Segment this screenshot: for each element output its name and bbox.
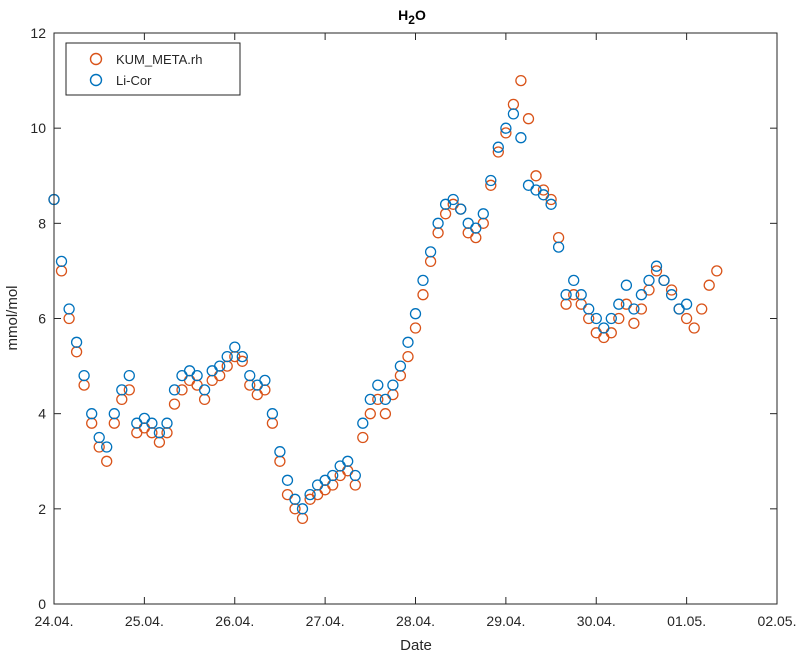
x-tick-label: 27.04. xyxy=(306,613,345,629)
x-tick-label: 26.04. xyxy=(215,613,254,629)
y-tick-label: 12 xyxy=(30,25,46,41)
legend: KUM_META.rh Li-Cor xyxy=(66,43,240,95)
y-tick-label: 0 xyxy=(38,596,46,612)
y-tick-label: 10 xyxy=(30,120,46,136)
chart-title: H2O xyxy=(398,7,426,27)
x-tick-label: 01.05. xyxy=(667,613,706,629)
x-axis-label: Date xyxy=(400,637,432,654)
y-tick-label: 2 xyxy=(38,501,46,517)
x-tick-label: 28.04. xyxy=(396,613,435,629)
y-tick-label: 8 xyxy=(38,215,46,231)
legend-label-series-1: KUM_META.rh xyxy=(116,52,202,67)
x-tick-label: 29.04. xyxy=(486,613,525,629)
y-tick-label: 6 xyxy=(38,311,46,327)
y-tick-label: 4 xyxy=(38,406,46,422)
y-axis-label: mmol/mol xyxy=(4,285,21,350)
legend-box xyxy=(66,43,240,95)
x-tick-label: 24.04. xyxy=(35,613,74,629)
x-tick-label: 30.04. xyxy=(577,613,616,629)
x-tick-label: 02.05. xyxy=(758,613,797,629)
legend-label-series-2: Li-Cor xyxy=(116,73,152,88)
x-tick-label: 25.04. xyxy=(125,613,164,629)
